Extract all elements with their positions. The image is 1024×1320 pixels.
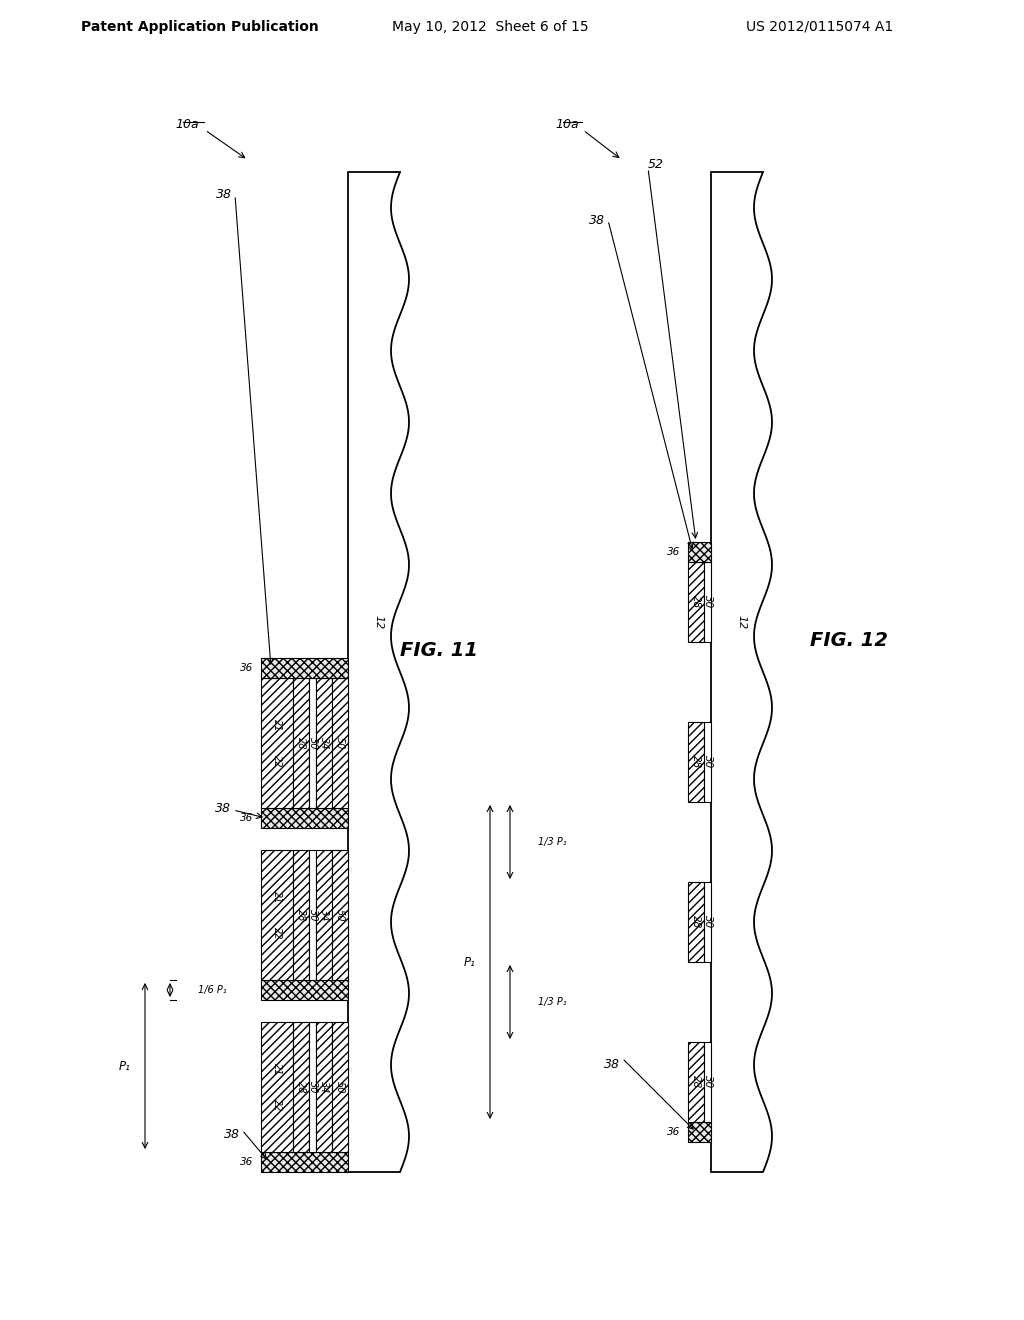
Text: 28: 28 (296, 1081, 306, 1093)
Text: 30: 30 (702, 755, 713, 768)
Bar (293, 1022, 309, 1152)
Text: 38: 38 (589, 214, 605, 227)
Text: FIG. 11: FIG. 11 (400, 640, 478, 660)
Text: 28: 28 (296, 737, 306, 750)
Bar (261, 979, 348, 1001)
Text: 34: 34 (319, 908, 329, 921)
Bar (309, 678, 316, 808)
Text: 50: 50 (335, 737, 345, 750)
Text: 21: 21 (272, 1063, 282, 1076)
Bar (261, 850, 293, 979)
Text: 12: 12 (373, 615, 383, 630)
Bar (688, 722, 705, 803)
Bar (261, 1022, 293, 1152)
Text: 36: 36 (240, 813, 253, 822)
Text: 28: 28 (691, 915, 701, 929)
Bar (261, 678, 293, 808)
Text: 12: 12 (736, 615, 746, 630)
Text: 34: 34 (319, 1081, 329, 1093)
Bar (332, 1022, 348, 1152)
Bar (316, 850, 332, 979)
Bar (705, 562, 711, 642)
Text: FIG. 12: FIG. 12 (810, 631, 888, 649)
Text: 36: 36 (240, 663, 253, 673)
Text: 10a: 10a (175, 119, 199, 132)
Text: 36: 36 (667, 1127, 680, 1137)
Bar (705, 1041, 711, 1122)
Text: 28: 28 (691, 1076, 701, 1089)
Text: 50: 50 (335, 1081, 345, 1093)
Bar (261, 808, 348, 828)
Bar (293, 678, 309, 808)
Bar (688, 543, 711, 562)
Text: 50: 50 (335, 908, 345, 921)
Text: 21: 21 (272, 891, 282, 903)
Text: 30: 30 (702, 1076, 713, 1089)
Text: 28: 28 (691, 595, 701, 609)
Text: 21: 21 (272, 719, 282, 731)
Bar (309, 1022, 316, 1152)
Text: 30: 30 (702, 595, 713, 609)
Text: 36: 36 (667, 546, 680, 557)
Bar (688, 562, 705, 642)
Text: 30: 30 (702, 915, 713, 929)
Bar (705, 882, 711, 962)
Text: 10a: 10a (555, 119, 579, 132)
Text: 30: 30 (307, 737, 317, 750)
Text: 1/3 P₁: 1/3 P₁ (538, 997, 566, 1007)
Text: May 10, 2012  Sheet 6 of 15: May 10, 2012 Sheet 6 of 15 (392, 20, 589, 34)
Text: 22: 22 (272, 927, 282, 940)
Bar (261, 1152, 348, 1172)
Bar (332, 850, 348, 979)
Polygon shape (348, 172, 409, 1172)
Text: 30: 30 (307, 908, 317, 921)
Bar (332, 678, 348, 808)
Text: 38: 38 (224, 1129, 240, 1142)
Bar (688, 1041, 705, 1122)
Text: 38: 38 (215, 801, 231, 814)
Text: 22: 22 (272, 1098, 282, 1111)
Text: P₁: P₁ (464, 956, 476, 969)
Text: 38: 38 (216, 189, 232, 202)
Text: Patent Application Publication: Patent Application Publication (81, 20, 318, 34)
Text: 52: 52 (648, 158, 664, 172)
Polygon shape (711, 172, 772, 1172)
Text: 36: 36 (240, 1158, 253, 1167)
Bar (293, 850, 309, 979)
Bar (309, 850, 316, 979)
Bar (316, 1022, 332, 1152)
Bar (705, 722, 711, 803)
Text: 34: 34 (319, 737, 329, 750)
Bar (316, 678, 332, 808)
Text: 38: 38 (604, 1059, 620, 1072)
Bar (688, 1122, 711, 1142)
Text: 1/6 P₁: 1/6 P₁ (198, 985, 226, 995)
Text: 22: 22 (272, 755, 282, 767)
Text: US 2012/0115074 A1: US 2012/0115074 A1 (746, 20, 894, 34)
Text: P₁: P₁ (119, 1060, 131, 1072)
Bar (688, 882, 705, 962)
Bar (261, 657, 348, 678)
Text: 28: 28 (691, 755, 701, 768)
Text: 30: 30 (307, 1081, 317, 1093)
Text: 1/3 P₁: 1/3 P₁ (538, 837, 566, 847)
Text: 28: 28 (296, 908, 306, 921)
